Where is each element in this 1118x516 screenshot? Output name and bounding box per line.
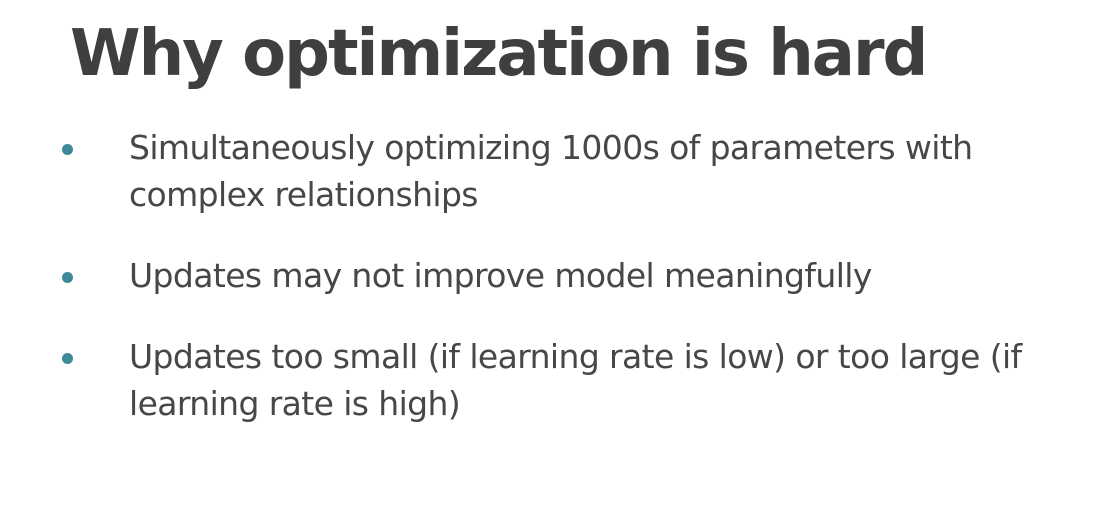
bullet-text: Simultaneously optimizing 1000s of param…: [129, 128, 973, 214]
bullet-item: Updates may not improve model meaningful…: [60, 252, 1100, 299]
bullet-text: Updates too small (if learning rate is l…: [129, 337, 1022, 423]
bullet-dot-icon: [62, 353, 73, 364]
bullet-dot-icon: [62, 272, 73, 283]
bullet-item: Updates too small (if learning rate is l…: [60, 333, 1100, 427]
bullet-item: Simultaneously optimizing 1000s of param…: [60, 124, 1100, 218]
bullet-dot-icon: [62, 144, 73, 155]
bullet-list: Simultaneously optimizing 1000s of param…: [60, 124, 1100, 461]
slide-title: Why optimization is hard: [70, 17, 928, 91]
bullet-text: Updates may not improve model meaningful…: [129, 256, 872, 295]
